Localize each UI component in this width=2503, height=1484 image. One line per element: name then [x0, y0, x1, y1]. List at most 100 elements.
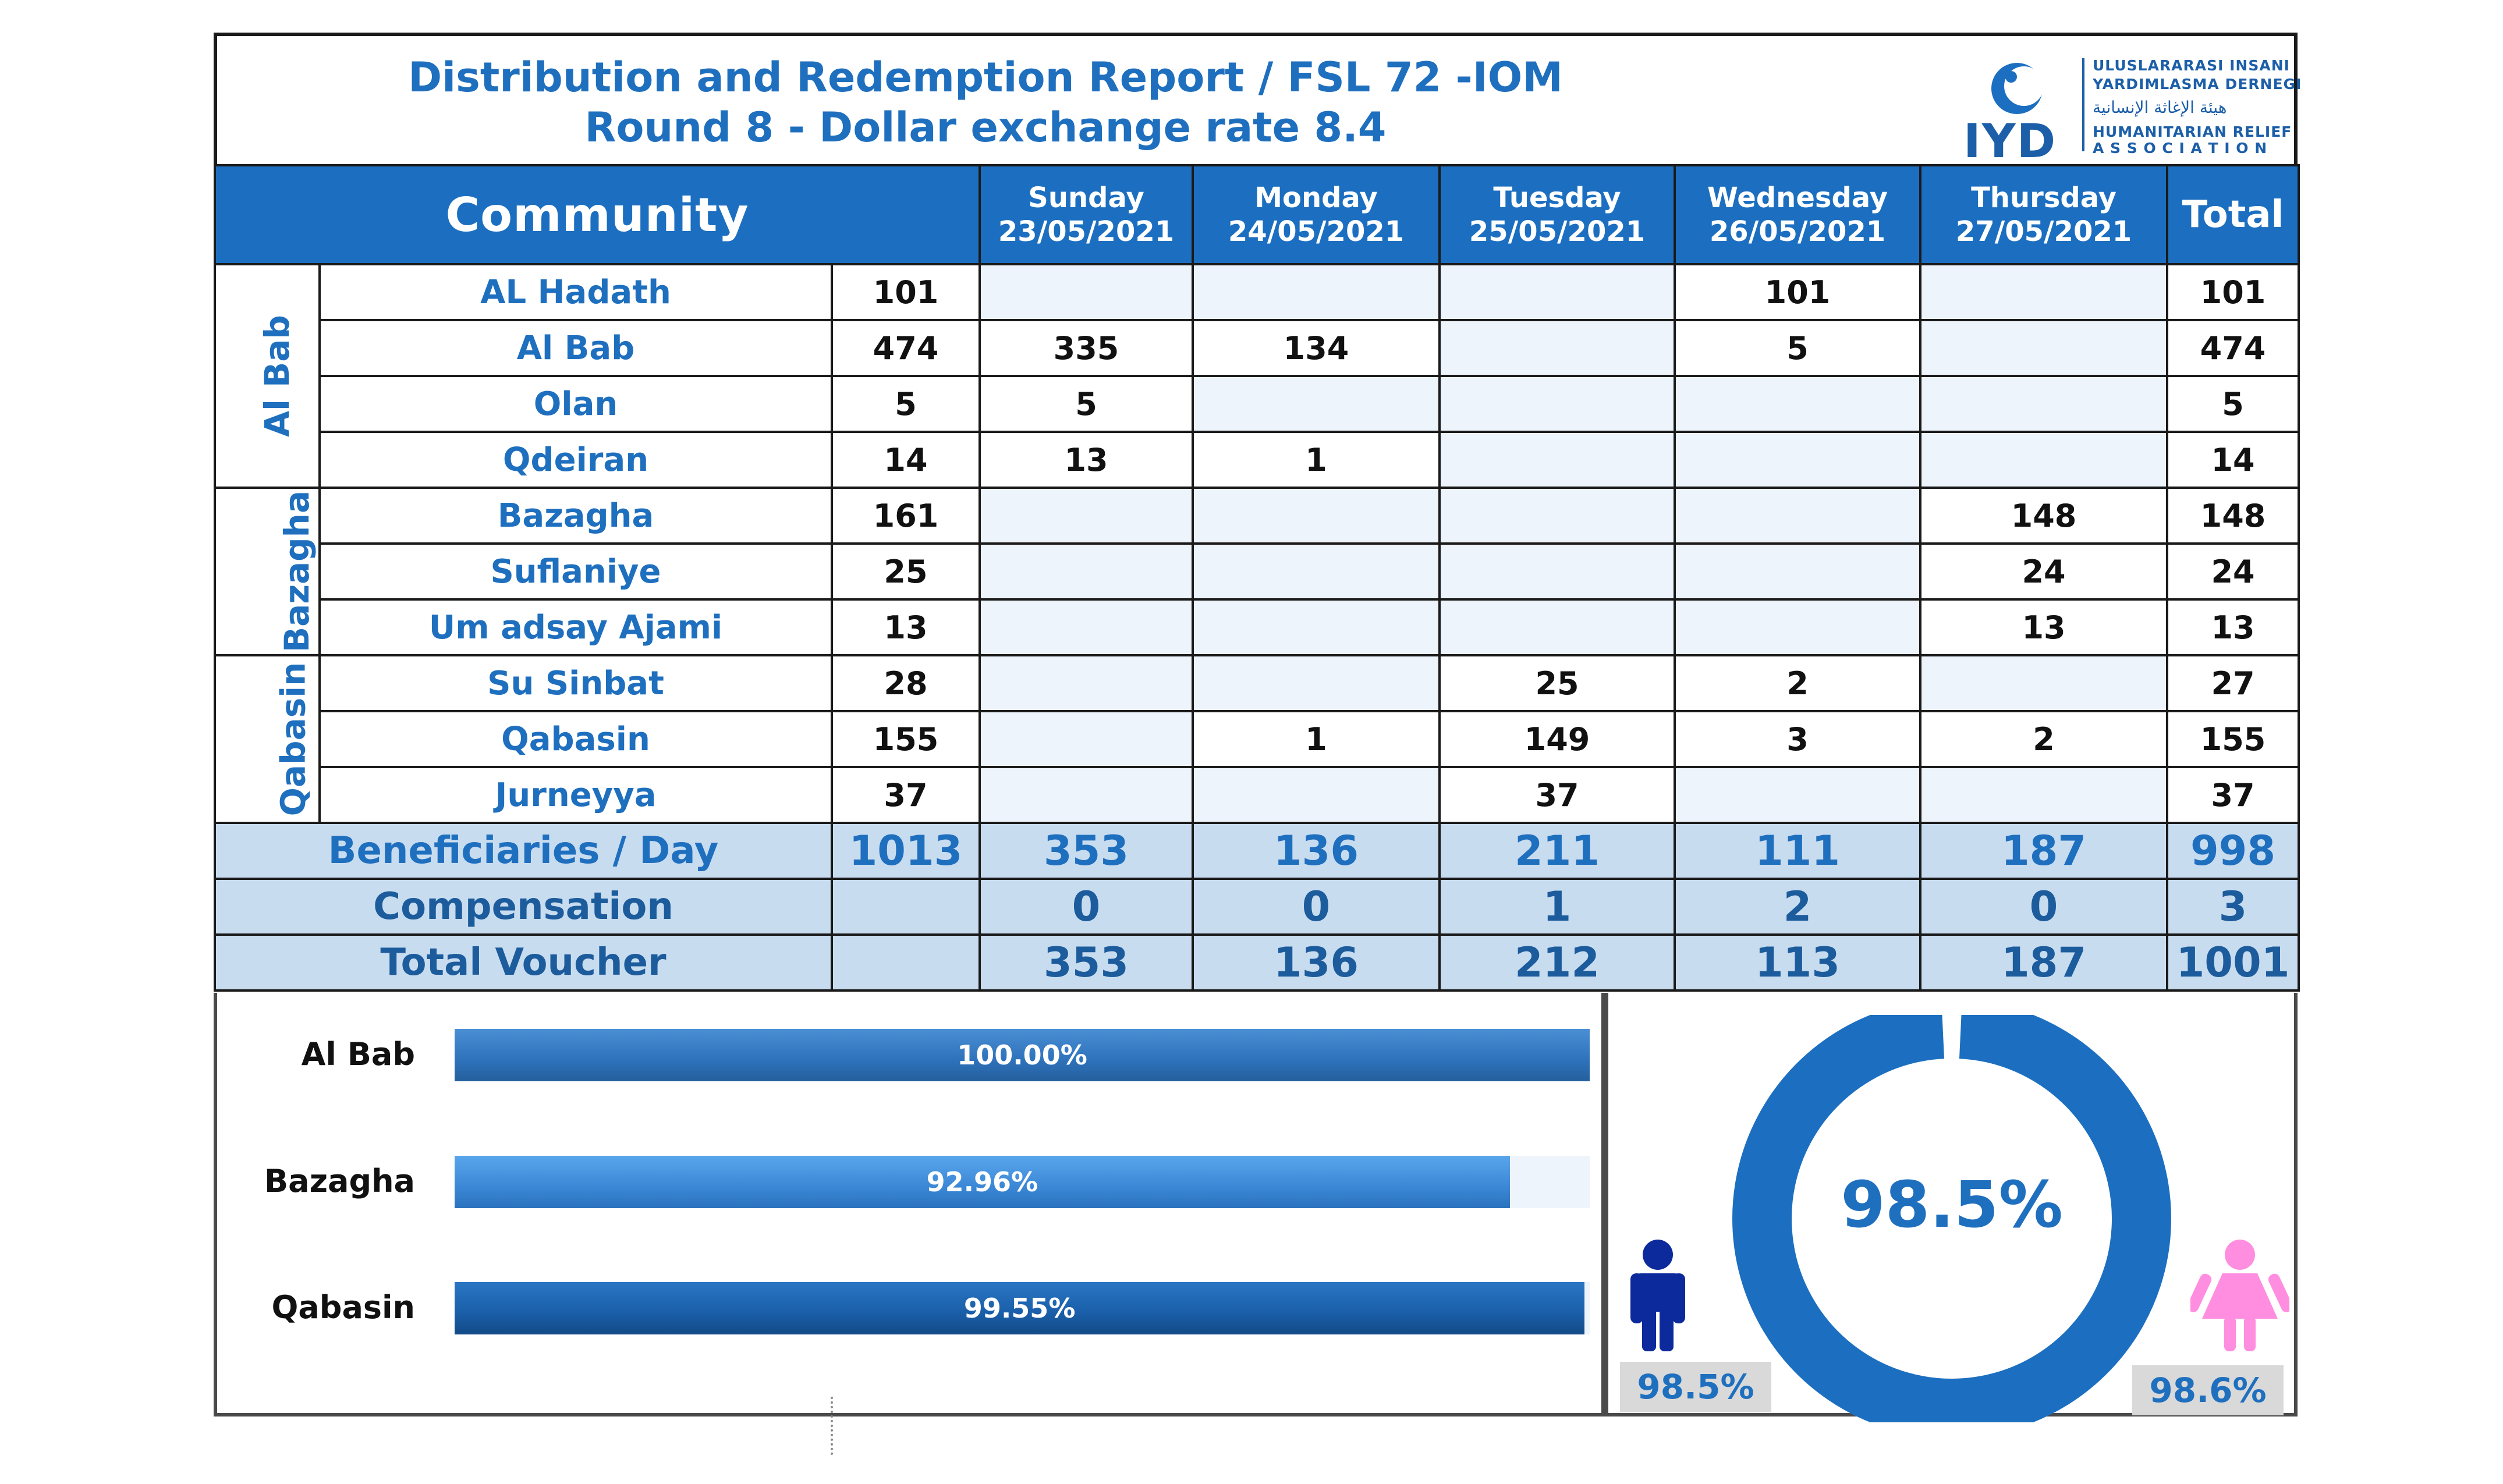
cell-wed: 3 [1674, 710, 1922, 768]
male-icon [1630, 1240, 1685, 1351]
donut-arc [1732, 1015, 2171, 1422]
summary-cell-thu: 187 [1919, 933, 2169, 992]
cell-planned: 37 [830, 766, 981, 824]
logo-line1: ULUSLARARASI INSANI [2093, 57, 2290, 74]
cell-sun [978, 598, 1194, 656]
cell-tue [1438, 263, 1676, 321]
cell-mon [1192, 766, 1441, 824]
cell-sun: 5 [978, 375, 1194, 433]
cell-tue [1438, 319, 1676, 377]
cell-sun: 335 [978, 319, 1194, 377]
cell-sun [978, 766, 1194, 824]
table-row: Suflaniye 25 24 24 [215, 542, 2300, 601]
summary-label: Beneficiaries / Day [214, 822, 833, 880]
distribution-table: Community Sunday 23/05/2021 Monday 24/05/2… [213, 164, 2300, 992]
cell-tue [1438, 487, 1676, 545]
cell-mon: 1 [1192, 710, 1441, 768]
iyd-logo-mark-icon [1991, 63, 2044, 114]
cell-planned: 101 [830, 263, 981, 321]
cell-mon: 134 [1192, 319, 1441, 377]
day-header-wednesday: Wednesday 26/05/2021 [1674, 164, 1922, 265]
cell-total: 27 [2166, 654, 2300, 712]
summary-cell-planned: 1013 [830, 822, 981, 880]
donut-chart [1732, 1015, 2171, 1422]
cell-thu [1919, 766, 2169, 824]
logo-arabic: هيئة الإغاثة الإنسانية [2093, 98, 2227, 117]
summary-cell-wed: 113 [1674, 933, 1922, 992]
table-row: Qdeiran 14 13 1 14 [215, 431, 2300, 489]
cell-total: 5 [2166, 375, 2300, 433]
summary-cell-tue: 1 [1438, 878, 1676, 936]
bar-track: 99.55% [455, 1282, 1590, 1334]
total-header: Total [2166, 164, 2300, 265]
cell-planned: 14 [830, 431, 981, 489]
bar-category-label: Qabasin [271, 1289, 415, 1326]
cell-mon [1192, 654, 1441, 712]
female-icon [2190, 1240, 2289, 1351]
cell-thu [1919, 375, 2169, 433]
summary-cell-mon: 136 [1192, 822, 1441, 880]
cell-thu: 2 [1919, 710, 2169, 768]
community-name: Suflaniye [318, 542, 833, 601]
day-header-thursday: Thursday 27/05/2021 [1919, 164, 2169, 265]
community-name: Qdeiran [318, 431, 833, 489]
bar-fill: 99.55% [455, 1282, 1585, 1334]
cell-sun [978, 654, 1194, 712]
group-label: Bazagha [214, 487, 321, 656]
summary-cell-tue: 211 [1438, 822, 1676, 880]
table-row: Qabasin 155 1 149 3 2 155 [215, 710, 2300, 768]
completion-donut-panel: 98.5% 98.5% 98.6% [1605, 993, 2298, 1422]
cell-thu [1919, 319, 2169, 377]
summary-cell-thu: 0 [1919, 878, 2169, 936]
cell-tue: 149 [1438, 710, 1676, 768]
summary-row: Compensation 0 0 1 2 0 3 [214, 878, 2300, 936]
dotted-divider [831, 1397, 833, 1455]
bar-value-label: 92.96% [926, 1166, 1038, 1198]
cell-wed [1674, 375, 1922, 433]
cell-planned: 161 [830, 487, 981, 545]
logo-divider [2082, 58, 2084, 151]
bar-track: 100.00% [455, 1029, 1590, 1081]
summary-row: Total Voucher 353 136 212 113 187 1001 [214, 933, 2300, 992]
cell-sun: 13 [978, 431, 1194, 489]
cell-thu [1919, 431, 2169, 489]
cell-wed: 2 [1674, 654, 1922, 712]
table-row: Al Bab AL Hadath 101 101 101 [214, 263, 2300, 489]
cell-mon [1192, 542, 1441, 601]
community-name: Bazagha [318, 487, 833, 545]
summary-cell-sun: 0 [978, 878, 1194, 936]
cell-mon [1192, 263, 1441, 321]
community-name: Olan [318, 375, 833, 433]
summary-cell-total: 998 [2166, 822, 2300, 880]
bar-fill: 92.96% [455, 1156, 1510, 1208]
cell-tue [1438, 542, 1676, 601]
summary-label: Compensation [214, 878, 833, 936]
community-header: Community [213, 164, 981, 265]
community-name: Qabasin [318, 710, 833, 768]
cell-total: 24 [2166, 542, 2300, 601]
cell-tue [1438, 431, 1676, 489]
group-label: Al Bab [214, 263, 321, 489]
cell-mon [1192, 487, 1441, 545]
summary-cell-planned [830, 933, 981, 992]
cell-wed [1674, 487, 1922, 545]
table-row: Bazagha Bazagha 161 148 148 [214, 487, 2300, 656]
cell-sun [978, 542, 1194, 601]
cell-total: 14 [2166, 431, 2300, 489]
cell-mon [1192, 598, 1441, 656]
bar-value-label: 99.55% [963, 1293, 1076, 1324]
cell-thu [1919, 654, 2169, 712]
cell-total: 148 [2166, 487, 2300, 545]
cell-tue: 37 [1438, 766, 1676, 824]
cell-thu: 13 [1919, 598, 2169, 656]
cell-thu: 24 [1919, 542, 2169, 601]
cell-thu [1919, 263, 2169, 321]
summary-cell-thu: 187 [1919, 822, 2169, 880]
community-name: Jurneyya [318, 766, 833, 824]
day-header-tuesday: Tuesday 25/05/2021 [1438, 164, 1676, 265]
cell-wed [1674, 598, 1922, 656]
cell-planned: 155 [830, 710, 981, 768]
cell-mon [1192, 375, 1441, 433]
bar-category-label: Al Bab [301, 1036, 415, 1073]
cell-wed: 5 [1674, 319, 1922, 377]
